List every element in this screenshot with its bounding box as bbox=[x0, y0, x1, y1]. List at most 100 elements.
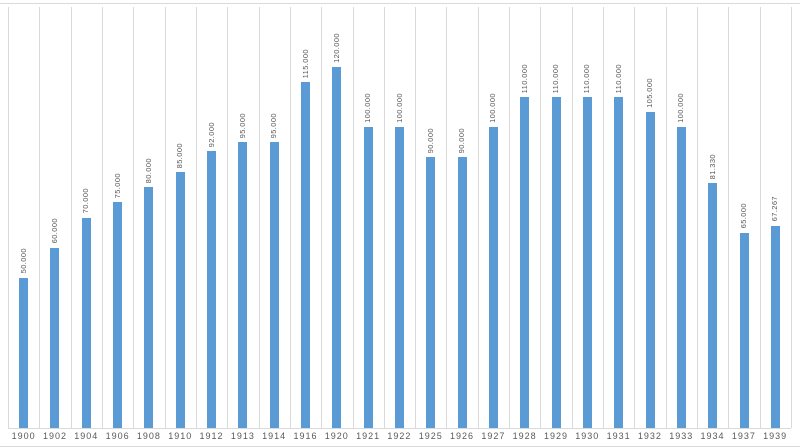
x-axis-label: 1929 bbox=[543, 431, 568, 441]
bar bbox=[301, 82, 311, 428]
x-axis-label: 1922 bbox=[387, 431, 412, 441]
x-axis-label: 1910 bbox=[168, 431, 193, 441]
bar bbox=[582, 97, 592, 428]
vertical-gridline bbox=[634, 7, 636, 428]
x-axis-label: 1904 bbox=[74, 431, 99, 441]
x-axis-label: 1931 bbox=[606, 431, 631, 441]
vertical-gridline bbox=[195, 7, 197, 428]
x-axis-label: 1920 bbox=[324, 431, 349, 441]
x-axis-label: 1928 bbox=[512, 431, 537, 441]
bar-value-label: 110.000 bbox=[582, 63, 592, 94]
bar bbox=[645, 112, 655, 428]
bar-value-label: 75.000 bbox=[112, 173, 122, 199]
bar bbox=[395, 127, 404, 428]
bar bbox=[739, 232, 749, 428]
bar bbox=[19, 277, 29, 428]
vertical-gridline bbox=[258, 7, 260, 428]
bar bbox=[50, 247, 60, 428]
bar-value-label: 105.000 bbox=[645, 78, 655, 109]
vertical-gridline bbox=[289, 7, 291, 428]
vertical-gridline bbox=[227, 7, 229, 428]
vertical-gridline bbox=[446, 7, 448, 428]
bar-value-label: 90.000 bbox=[457, 128, 467, 154]
vertical-gridline bbox=[70, 7, 72, 428]
x-axis-label: 1902 bbox=[42, 431, 67, 441]
x-axis-label: 1908 bbox=[136, 431, 161, 441]
bar-value-label: 50.000 bbox=[18, 248, 28, 274]
vertical-gridline bbox=[791, 7, 792, 428]
bar-value-label: 81.330 bbox=[707, 154, 717, 180]
x-axis-label: 1916 bbox=[293, 431, 318, 441]
x-axis-label: 1900 bbox=[11, 431, 36, 441]
x-axis-label: 1937 bbox=[731, 431, 756, 441]
x-axis-label: 1926 bbox=[450, 431, 475, 441]
bar-value-label: 100.000 bbox=[488, 93, 498, 124]
bar bbox=[708, 183, 718, 428]
x-axis-line bbox=[8, 428, 791, 429]
bar bbox=[207, 151, 217, 428]
bar bbox=[520, 97, 530, 428]
bar-value-label: 80.000 bbox=[143, 158, 153, 184]
bar-value-label: 110.000 bbox=[519, 63, 529, 94]
bar bbox=[488, 127, 498, 428]
x-axis-label: 1933 bbox=[669, 431, 694, 441]
bar-value-label: 110.000 bbox=[613, 63, 623, 94]
bar bbox=[457, 157, 467, 428]
x-axis-label: 1927 bbox=[481, 431, 506, 441]
bar-value-label: 100.000 bbox=[394, 93, 404, 124]
vertical-gridline bbox=[571, 7, 573, 428]
x-axis-label: 1906 bbox=[105, 431, 130, 441]
vertical-gridline bbox=[383, 7, 385, 428]
bar bbox=[113, 202, 123, 428]
bar-value-label: 60.000 bbox=[49, 218, 59, 244]
bar-value-label: 95.000 bbox=[237, 112, 247, 139]
plot-area: 50.000 60.000 70.000 75.000 80.000 85.000 92.0… bbox=[8, 7, 792, 428]
vertical-gridline bbox=[759, 7, 761, 428]
vertical-gridline bbox=[8, 7, 9, 428]
bar bbox=[81, 217, 91, 428]
bar-value-label: 115.000 bbox=[300, 48, 310, 79]
vertical-gridline bbox=[509, 7, 511, 428]
vertical-gridline bbox=[415, 7, 417, 428]
bar bbox=[144, 187, 154, 428]
vertical-gridline bbox=[665, 7, 667, 428]
chart-border-bottom bbox=[0, 446, 800, 447]
bar bbox=[269, 142, 279, 428]
vertical-gridline bbox=[603, 7, 605, 428]
x-axis-labels: 1900 1902 1904 1906 1908 1910 1912 1913 1914 1916… bbox=[8, 431, 791, 441]
bar-value-label: 65.000 bbox=[739, 203, 749, 229]
bar bbox=[175, 172, 185, 428]
bar-value-label: 110.000 bbox=[551, 63, 561, 94]
bar-value-label: 67.267 bbox=[770, 196, 780, 222]
vertical-gridline bbox=[352, 7, 354, 428]
bar-value-label: 95.000 bbox=[269, 112, 279, 139]
bar bbox=[770, 225, 780, 428]
bar bbox=[332, 67, 342, 428]
bar bbox=[363, 127, 373, 428]
bar bbox=[676, 127, 686, 428]
bar bbox=[614, 97, 624, 428]
bar bbox=[426, 157, 436, 428]
x-axis-label: 1932 bbox=[637, 431, 662, 441]
x-axis-label: 1913 bbox=[230, 431, 255, 441]
bar bbox=[238, 142, 248, 428]
vertical-gridline bbox=[540, 7, 542, 428]
bar-value-label: 85.000 bbox=[175, 143, 185, 169]
vertical-gridline bbox=[101, 7, 103, 428]
vertical-gridline bbox=[697, 7, 699, 428]
vertical-gridline bbox=[39, 7, 41, 428]
bar-value-label: 100.000 bbox=[676, 93, 686, 124]
bar-value-label: 70.000 bbox=[81, 188, 91, 214]
bar-value-label: 92.000 bbox=[206, 122, 216, 148]
chart-border-top bbox=[0, 3, 800, 4]
bar-value-label: 90.000 bbox=[425, 128, 435, 154]
x-axis-label: 1914 bbox=[262, 431, 287, 441]
x-axis-label: 1912 bbox=[199, 431, 224, 441]
x-axis-label: 1939 bbox=[763, 431, 788, 441]
x-axis-label: 1930 bbox=[575, 431, 600, 441]
bar-value-label: 120.000 bbox=[331, 33, 341, 64]
x-axis-label: 1921 bbox=[356, 431, 381, 441]
x-axis-label: 1925 bbox=[418, 431, 443, 441]
bar bbox=[551, 97, 561, 428]
